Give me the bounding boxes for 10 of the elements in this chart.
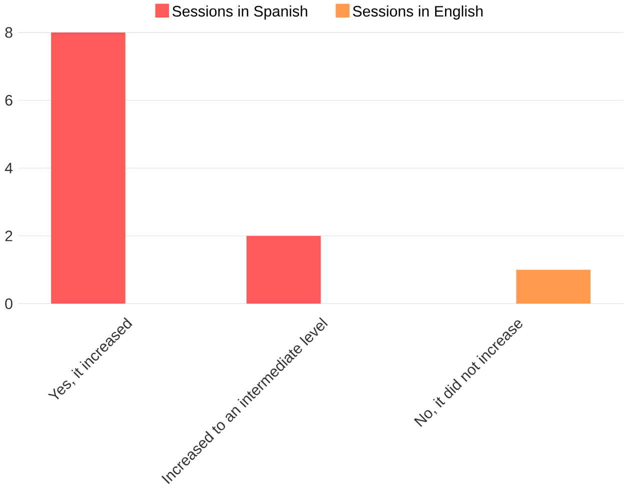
- legend-label: Sessions in Spanish: [172, 6, 308, 20]
- bar: [246, 236, 321, 304]
- y-tick-label: 4: [4, 163, 13, 174]
- y-tick-label: 6: [5, 95, 12, 106]
- y-tick-label: 0: [5, 298, 12, 310]
- bar: [516, 270, 590, 304]
- y-tick-label: 2: [5, 230, 12, 242]
- legend-label: Sessions in English: [352, 6, 483, 20]
- y-tick-label: 8: [5, 27, 12, 38]
- bar: [51, 32, 126, 304]
